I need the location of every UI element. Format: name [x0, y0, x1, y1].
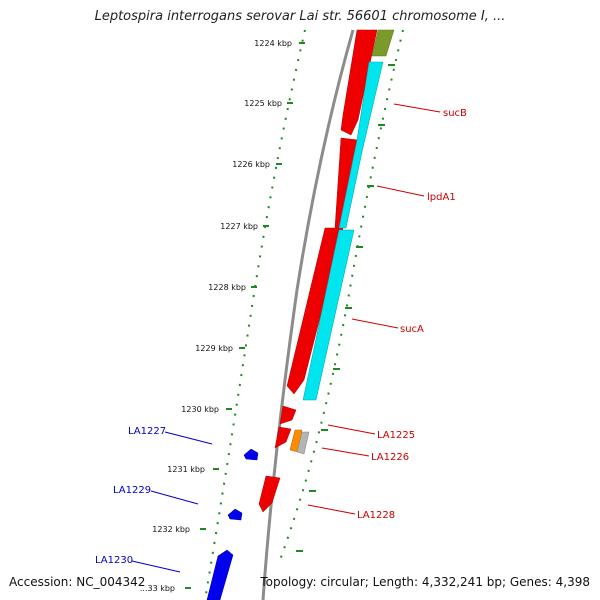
inner-ruler-ticks	[185, 42, 305, 589]
tick-label: ...33 kbp	[140, 584, 175, 593]
gene-LA1229-arrow[interactable]	[227, 508, 243, 521]
tick-labels: 1224 kbp 1225 kbp 1226 kbp 1227 kbp 1228…	[140, 39, 292, 593]
label-LA1225[interactable]: LA1225	[377, 430, 415, 441]
reverse-gene-labels: LA1227 LA1229 LA1230	[95, 426, 166, 566]
label-lpdA1[interactable]: lpdA1	[427, 192, 456, 203]
forward-gene-labels: sucB lpdA1 sucA LA1225 LA1226 LA1228	[357, 108, 467, 521]
backbone-arc-line	[261, 29, 355, 600]
gene-LA1228-arrow[interactable]	[258, 475, 281, 513]
label-LA1226[interactable]: LA1226	[371, 452, 409, 463]
tick-label: 1225 kbp	[244, 99, 282, 108]
tick-label: 1227 kbp	[220, 222, 258, 231]
map-title: Leptospira interrogans serovar Lai str. …	[94, 9, 506, 24]
outer-ruler-ticks	[296, 64, 395, 552]
label-LA1229[interactable]: LA1229	[113, 485, 151, 496]
forward-track-2	[289, 29, 395, 455]
label-sucA[interactable]: sucA	[400, 324, 424, 335]
label-LA1227[interactable]: LA1227	[128, 426, 166, 437]
label-sucB[interactable]: sucB	[443, 108, 467, 119]
gene-LA1227-arrow[interactable]	[243, 448, 259, 461]
tick-label: 1229 kbp	[195, 344, 233, 353]
tick-label: 1224 kbp	[254, 39, 292, 48]
gene-grey-arrow[interactable]	[296, 431, 310, 455]
label-LA1230[interactable]: LA1230	[95, 555, 133, 566]
gene-cyan-arrow-main[interactable]	[302, 229, 355, 401]
forward-track-1	[258, 29, 378, 513]
gene-sucB-arrow[interactable]	[340, 29, 378, 136]
gene-LA1225b-arrow[interactable]	[274, 426, 292, 449]
forward-leader-lines	[307, 103, 441, 515]
tick-label: 1228 kbp	[208, 283, 246, 292]
gene-LA1230-arrow[interactable]	[206, 549, 234, 600]
gene-lpdA1-arrow[interactable]	[338, 61, 384, 229]
reverse-track	[206, 448, 259, 600]
reverse-leader-lines	[131, 431, 213, 573]
gene-LA1225-arrow[interactable]	[279, 405, 297, 425]
tick-label: 1230 kbp	[181, 405, 219, 414]
accession-text: Accession: NC_004342	[9, 575, 146, 589]
tick-label: 1232 kbp	[152, 525, 190, 534]
tick-label: 1226 kbp	[232, 160, 270, 169]
label-LA1228[interactable]: LA1228	[357, 510, 395, 521]
gene-olive-arrow[interactable]	[371, 29, 395, 57]
tick-label: 1231 kbp	[167, 465, 205, 474]
summary-text: Topology: circular; Length: 4,332,241 bp…	[260, 575, 590, 589]
ruler-dotted-line-outer	[279, 29, 404, 561]
